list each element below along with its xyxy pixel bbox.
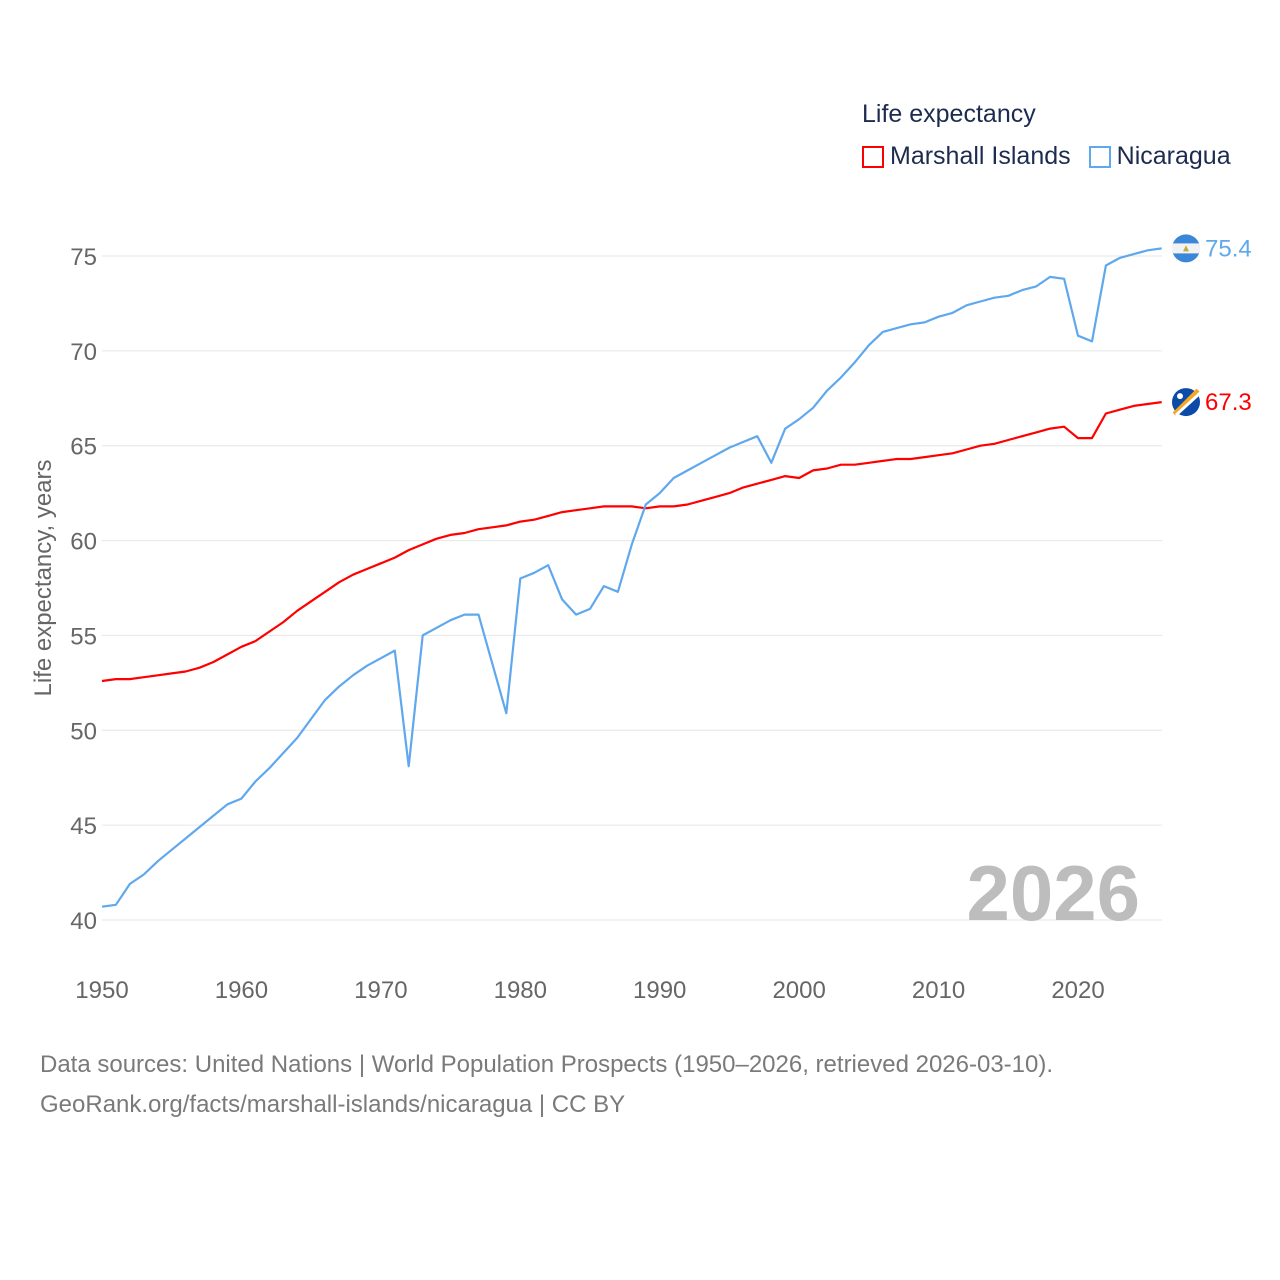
series-lines [101, 247, 1162, 908]
source-line: Data sources: United Nations | World Pop… [40, 1051, 1054, 1078]
legend-swatch [1088, 145, 1111, 168]
x-tick-label: 1990 [633, 977, 686, 1004]
legend-item-nicaragua[interactable]: Nicaragua [1088, 142, 1231, 171]
y-axis-ticks: 40 45 50 55 60 65 70 75 [70, 244, 97, 935]
series-end-markers: 67.3 75.4 [1172, 234, 1252, 417]
flag-icon [1172, 388, 1201, 417]
x-tick-label: 2000 [772, 977, 825, 1004]
x-tick-label: 1970 [354, 977, 407, 1004]
y-tick-label: 55 [70, 623, 97, 650]
source-note: Data sources: United Nations | World Pop… [40, 1045, 1053, 1125]
x-tick-label: 2020 [1051, 977, 1104, 1004]
y-tick-label: 40 [70, 908, 97, 935]
source-link[interactable]: GeoRank.org/facts/marshall-islands/nicar… [40, 1091, 626, 1118]
y-tick-label: 50 [70, 718, 97, 745]
x-tick-label: 1950 [75, 977, 128, 1004]
legend-title: Life expectancy [862, 100, 1036, 128]
y-tick-label: 45 [70, 813, 97, 840]
series-line-nicaragua [101, 247, 1162, 908]
x-tick-label: 1980 [494, 977, 547, 1004]
gridlines [102, 255, 1162, 921]
end-value-label: 67.3 [1205, 389, 1252, 416]
flag-icon [1172, 234, 1200, 263]
y-axis-label: Life expectancy, years [30, 459, 57, 696]
end-value-label: 75.4 [1205, 235, 1252, 262]
x-tick-label: 1960 [215, 977, 268, 1004]
series-line-marshall-islands [101, 401, 1162, 683]
y-tick-label: 60 [70, 529, 97, 556]
x-tick-label: 2010 [912, 977, 965, 1004]
legend-item-marshall-islands[interactable]: Marshall Islands [862, 142, 1071, 171]
y-tick-label: 65 [70, 434, 97, 461]
legend-label: Nicaragua [1116, 142, 1231, 170]
legend: Marshall Islands Nicaragua [862, 142, 1231, 171]
x-axis-ticks: 1950 1960 1970 1980 1990 2000 2010 2020 [75, 977, 1104, 1004]
legend-swatch [862, 145, 884, 168]
y-tick-label: 70 [70, 339, 97, 366]
year-watermark: 2026 [966, 849, 1140, 937]
y-tick-label: 75 [70, 244, 97, 271]
legend-label: Marshall Islands [890, 142, 1071, 170]
